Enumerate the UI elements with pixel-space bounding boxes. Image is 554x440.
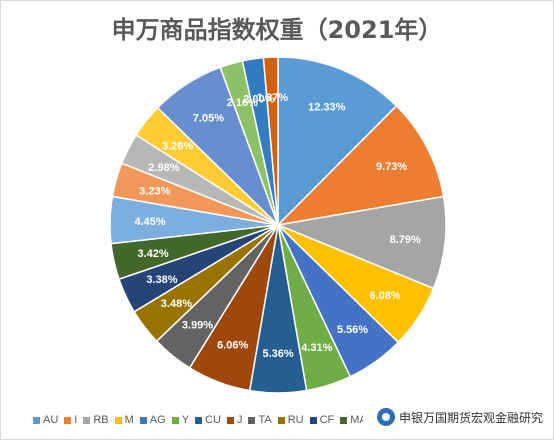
data-label-ma: 3.42% (137, 248, 168, 260)
legend-item-ma: MA (340, 414, 363, 426)
legend-item-y: Y (171, 414, 190, 426)
data-label-j: 6.06% (217, 340, 248, 352)
data-label-cu: 5.36% (262, 348, 293, 360)
data-label-item-20: 1.37% (257, 92, 288, 104)
legend-item-i: I (64, 414, 77, 426)
legend-item-m: M (114, 414, 134, 426)
data-label-item-15: 2.98% (148, 162, 179, 174)
data-label-c: 4.45% (134, 216, 165, 228)
legend-label: CF (319, 414, 335, 426)
legend-swatch (83, 416, 91, 424)
legend-item-au: AU (33, 414, 58, 426)
legend-item-ag: AG (139, 414, 166, 426)
chart-title: 申万商品指数权重（2021年） (111, 16, 443, 44)
data-label-y: 4.31% (301, 342, 332, 354)
wechat-logo-icon (376, 408, 395, 426)
legend-swatch (309, 416, 317, 424)
watermark: 申银万国期货宏观金融研究 (372, 405, 549, 429)
legend-label: RU (287, 414, 304, 426)
legend-label: M (124, 414, 134, 426)
legend-swatch (277, 416, 285, 424)
data-label-m: 6.08% (369, 290, 400, 302)
data-label-item-19: 2.00% (243, 93, 274, 105)
legend-label: AU (43, 414, 59, 426)
legend-label: TA (258, 414, 272, 426)
legend-item-j: J (226, 414, 243, 426)
legend-label: CU (205, 414, 221, 426)
legend-label: Y (181, 414, 190, 426)
pie-slice-i (275, 104, 445, 227)
legend-swatch (33, 416, 40, 424)
watermark-text: 申银万国期货宏观金融研究 (398, 410, 543, 425)
legend-label: J (236, 414, 243, 426)
legend-swatch (340, 416, 348, 424)
legend-swatch (226, 416, 234, 424)
pie-slice-rb (275, 195, 447, 290)
data-label-item-14: 3.23% (139, 185, 170, 197)
legend-swatch (171, 416, 179, 424)
data-label-i: 9.73% (376, 161, 407, 173)
legend-item-cu: CU (195, 414, 221, 426)
pie-slice-item-20 (262, 56, 279, 226)
data-label-item-18: 2.16% (227, 97, 258, 109)
chart-legend: AUIRBMAGYCUJTARUCFMAC (33, 410, 363, 430)
legend-item-cf: CF (309, 414, 335, 426)
legend-label: AG (149, 414, 166, 426)
legend-label: I (74, 414, 78, 426)
data-label-ta: 3.99% (182, 320, 213, 332)
data-label-item-17: 7.05% (193, 113, 224, 125)
pie-slice-au (277, 56, 398, 227)
legend-label: MA (350, 414, 363, 426)
legend-swatch (195, 416, 203, 424)
legend-swatch (139, 416, 147, 424)
legend-label: RB (93, 414, 109, 426)
data-label-item-16: 3.26% (162, 141, 193, 153)
data-label-ru: 3.48% (161, 298, 192, 310)
data-label-ag: 5.56% (337, 324, 368, 336)
data-label-au: 12.33% (308, 102, 346, 114)
legend-item-ta: TA (248, 414, 272, 426)
legend-swatch (64, 416, 72, 424)
legend-item-rb: RB (83, 414, 109, 426)
data-label-rb: 8.79% (390, 234, 421, 246)
legend-item-ru: RU (277, 414, 304, 426)
data-label-cf: 3.38% (146, 274, 177, 286)
legend-swatch (248, 416, 256, 424)
legend-swatch (114, 416, 122, 424)
